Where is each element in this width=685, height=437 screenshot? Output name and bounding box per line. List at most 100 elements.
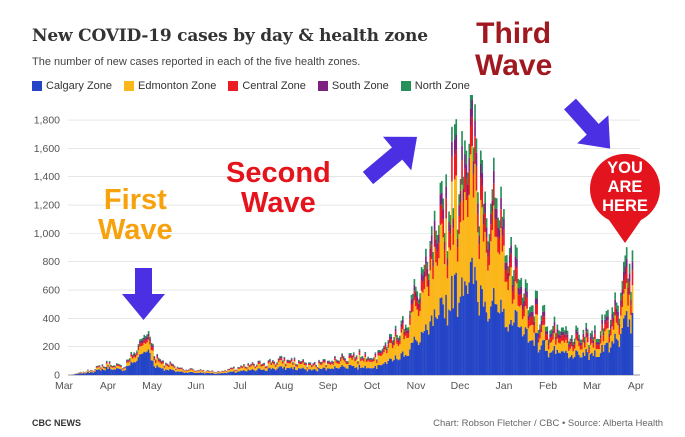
bar-segment [95, 367, 98, 370]
bar-segment [270, 362, 273, 364]
bar-segment [532, 316, 534, 325]
bar-segment [449, 234, 452, 251]
bar-segment [612, 317, 615, 323]
bar-segment [455, 119, 458, 135]
bar-segment [521, 309, 524, 320]
bar-segment [120, 365, 122, 366]
bar-segment [445, 218, 447, 295]
bar-segment [302, 362, 304, 368]
bar-segment [373, 358, 375, 360]
bar-segment [98, 365, 101, 366]
bar-segment [403, 356, 406, 375]
bar-segment [591, 343, 593, 353]
bar-segment [277, 359, 280, 361]
bar-segment [569, 344, 572, 349]
bar-segment [339, 358, 342, 360]
bar-segment [293, 358, 296, 360]
bar-segment [162, 361, 164, 363]
bar-segment [536, 314, 538, 334]
x-tick-label: Oct [364, 380, 380, 392]
legend-item-north: North Zone [400, 80, 470, 92]
bar-segment [357, 364, 359, 370]
bar-segment [511, 291, 514, 304]
bar-segment [363, 368, 365, 375]
bar-segment [215, 372, 218, 374]
bar-segment [133, 361, 135, 375]
bar-segment [272, 363, 274, 369]
bar-segment [555, 339, 557, 345]
bar-segment [329, 361, 332, 363]
bar-segment [576, 351, 579, 375]
bar-segment [627, 326, 629, 375]
bar-segment [338, 362, 341, 364]
bar-segment [134, 354, 137, 356]
bar-segment [269, 358, 271, 360]
bar-segment [181, 371, 183, 375]
bar-segment [439, 298, 442, 375]
bar-segment [498, 254, 501, 314]
bar-segment [491, 200, 494, 212]
bar-segment [256, 365, 258, 366]
bar-segment [149, 344, 151, 353]
bar-segment [394, 331, 397, 337]
bar-segment [209, 373, 212, 375]
bar-segment [182, 370, 185, 373]
bar-segment [599, 343, 602, 354]
bar-segment [589, 344, 592, 355]
bar-segment [246, 368, 248, 369]
bar-segment [150, 360, 153, 375]
bar-segment [378, 355, 381, 366]
x-tick-label: May [142, 380, 163, 392]
bar-segment [503, 219, 505, 229]
bar-segment [419, 311, 421, 343]
bar-segment [620, 333, 622, 375]
bar-segment [108, 362, 111, 364]
bar-segment [403, 329, 406, 332]
bar-segment [539, 338, 541, 350]
bar-segment [152, 347, 154, 351]
bar-segment [454, 124, 456, 140]
bar-segment [423, 330, 426, 375]
bar-segment [90, 370, 92, 373]
bar-segment [604, 319, 606, 325]
y-tick-label: 200 [42, 341, 60, 353]
bar-segment [402, 328, 404, 352]
bar-segment [103, 369, 105, 375]
bar-segment [569, 356, 572, 375]
bar-segment [621, 327, 624, 375]
bar-segment [526, 297, 528, 309]
bar-segment [170, 364, 173, 366]
bar-segment [156, 356, 159, 359]
bar-segment [490, 224, 492, 242]
bar-segment [615, 322, 618, 339]
x-tick-label: Jan [496, 380, 513, 392]
bar-segment [455, 134, 458, 150]
bar-segment [342, 356, 345, 358]
bar-segment [248, 370, 251, 375]
bar-segment [136, 350, 138, 352]
bar-segment [259, 362, 261, 364]
bar-segment [397, 337, 400, 340]
bar-segment [429, 240, 432, 249]
bar-segment [572, 347, 575, 352]
bar-segment [519, 295, 521, 307]
bar-segment [625, 311, 628, 375]
bar-segment [118, 364, 121, 365]
bar-segment [597, 338, 599, 343]
bar-segment [456, 229, 459, 239]
bar-segment [202, 372, 205, 375]
bar-segment [524, 287, 527, 295]
bar-segment [556, 324, 559, 330]
bar-segment [251, 369, 254, 375]
bar-segment [251, 362, 254, 363]
bar-segment [585, 331, 588, 338]
bar-segment [542, 340, 544, 375]
bar-segment [290, 367, 293, 375]
bar-segment [390, 336, 393, 340]
bar-segment [521, 336, 524, 375]
bar-segment [176, 371, 179, 375]
bar-segment [81, 373, 83, 375]
bar-segment [588, 344, 590, 348]
bar-segment [296, 364, 299, 366]
bar-segment [107, 366, 109, 370]
